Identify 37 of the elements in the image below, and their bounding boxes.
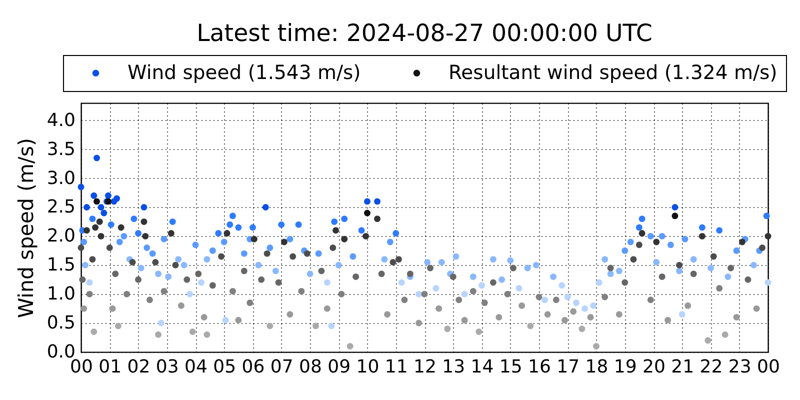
- y-tick-label: 2.5: [46, 196, 76, 218]
- y-tick-label: 3.0: [46, 168, 76, 189]
- chart-title: Latest time: 2024-08-27 00:00:00 UTC: [196, 18, 652, 47]
- x-tick-label: 04: [184, 356, 208, 378]
- x-tick-label: 21: [671, 356, 694, 378]
- x-tick-label: 22: [700, 356, 723, 378]
- x-tick-label: 07: [270, 356, 294, 378]
- x-tick-label: 14: [470, 356, 494, 378]
- x-tick-label: 06: [242, 356, 265, 378]
- x-tick-label: 05: [213, 356, 236, 378]
- x-tick-label: 23: [728, 356, 752, 378]
- y-tick-label: 4.0: [46, 110, 76, 131]
- x-tick-label: 17: [556, 356, 580, 378]
- x-tick-label: 09: [328, 356, 351, 378]
- x-tick-label: 19: [614, 356, 637, 378]
- x-tick-label: 16: [528, 356, 551, 378]
- y-tick-label: 1.5: [46, 254, 76, 276]
- y-tick-label: 3.5: [46, 138, 76, 160]
- x-tick-label: 03: [156, 356, 179, 378]
- y-tick-label: 1.0: [46, 284, 76, 305]
- x-tick-label: 13: [442, 356, 466, 378]
- x-tick-label: 00: [70, 356, 93, 378]
- legend-label: Resultant wind speed (1.324 m/s): [448, 61, 778, 84]
- x-tick-label: 15: [499, 356, 522, 378]
- y-tick-label: 0.5: [46, 312, 76, 334]
- x-tick-label: 20: [642, 356, 666, 378]
- x-tick-label: 12: [414, 356, 436, 378]
- x-tick-label: 11: [384, 356, 408, 378]
- legend-label: Wind speed (1.543 m/s): [128, 61, 361, 84]
- x-tick-label: 08: [299, 356, 322, 378]
- x-tick-label: 01: [98, 356, 122, 378]
- x-tick-label: 10: [356, 356, 380, 378]
- y-tick-label: 2.0: [46, 226, 76, 247]
- x-tick-label: 00: [757, 356, 780, 378]
- x-tick-label: 02: [127, 356, 150, 378]
- y-axis-title: Wind speed (m/s): [14, 138, 38, 318]
- x-tick-label: 18: [585, 356, 608, 378]
